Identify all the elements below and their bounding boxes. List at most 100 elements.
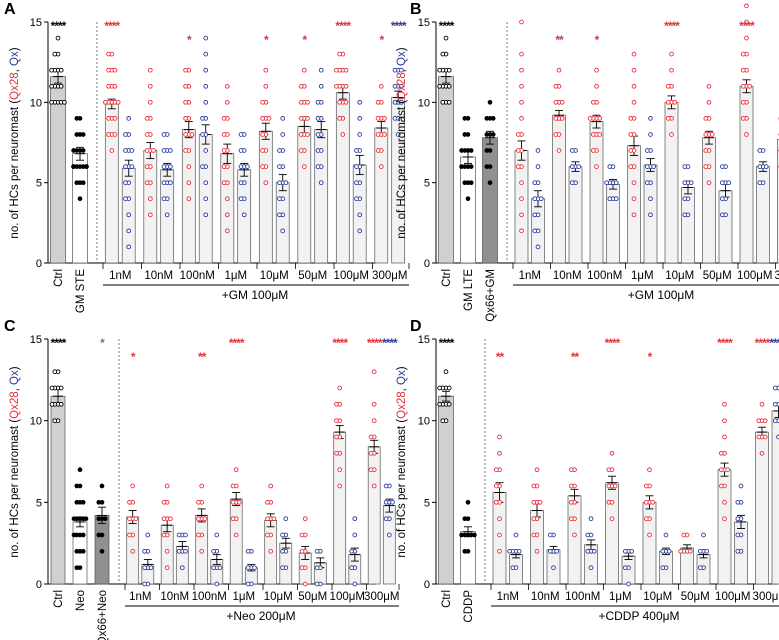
- significance-stars: *: [100, 336, 105, 350]
- data-point: [129, 164, 135, 169]
- group-3: **** 1μM: [603, 336, 636, 603]
- data-point: [357, 99, 363, 105]
- data-point: [740, 67, 746, 73]
- data-point: [74, 499, 80, 505]
- data-point: [644, 180, 650, 186]
- ylabel-suffix: ): [396, 47, 408, 51]
- data-point: [337, 385, 343, 391]
- data-point: [142, 565, 147, 571]
- ylabel-prefix: no. of HCs per neuromast (: [9, 419, 21, 558]
- data-point: [183, 548, 188, 554]
- data-point: [484, 116, 490, 121]
- data-point: [71, 516, 77, 522]
- data-point: [740, 99, 746, 105]
- data-point: [487, 99, 493, 105]
- qx-significance-stars: *****: [769, 336, 779, 350]
- group-label: 100μM: [737, 270, 772, 282]
- treatment-label: +GM 100μM: [628, 288, 695, 302]
- data-point: [357, 116, 363, 121]
- data-point: [651, 164, 657, 169]
- data-point: [626, 581, 631, 587]
- data-point: [660, 548, 666, 554]
- data-point: [299, 548, 305, 554]
- data-point: [318, 180, 324, 186]
- data-point: [399, 99, 404, 105]
- reference-bar: [460, 531, 476, 585]
- data-point: [446, 67, 452, 73]
- data-point: [468, 164, 474, 169]
- data-point: [590, 99, 596, 105]
- data-point: [551, 565, 556, 571]
- data-point: [200, 132, 205, 137]
- data-point: [334, 401, 339, 407]
- data-point: [553, 132, 559, 137]
- data-point: [697, 548, 703, 554]
- data-point: [462, 132, 468, 137]
- data-point: [531, 516, 537, 522]
- data-point: [772, 385, 778, 391]
- qx28-bar: [552, 114, 566, 264]
- treatment-label: +Neo 200μM: [226, 609, 295, 623]
- group-1: 10nM: [528, 467, 561, 603]
- group-label: 100nM: [565, 591, 600, 603]
- data-point: [628, 116, 634, 121]
- data-point: [399, 67, 404, 73]
- data-point: [277, 212, 282, 218]
- data-point: [631, 212, 637, 218]
- data-point: [672, 99, 678, 105]
- group-4: **** 10μM: [662, 19, 695, 282]
- qx28-significance-stars: **: [555, 33, 564, 47]
- data-point: [126, 244, 132, 250]
- data-point: [161, 532, 167, 538]
- data-point: [383, 516, 389, 522]
- data-point: [648, 212, 653, 218]
- data-point: [126, 228, 132, 234]
- data-point: [375, 132, 381, 137]
- data-point: [245, 164, 250, 169]
- group-label: 10nM: [160, 591, 189, 603]
- data-point: [547, 532, 553, 538]
- group-label: 1μM: [224, 270, 247, 282]
- data-point: [183, 67, 188, 73]
- data-point: [535, 164, 541, 169]
- data-point: [106, 83, 111, 89]
- data-point: [390, 499, 395, 505]
- data-point: [280, 116, 286, 121]
- data-point: [706, 180, 712, 186]
- data-point: [532, 196, 538, 202]
- group-label: 100μM: [330, 591, 365, 603]
- data-point: [337, 116, 342, 121]
- data-point: [493, 467, 499, 473]
- qx28-bar: [702, 137, 716, 264]
- data-point: [554, 548, 560, 554]
- data-point: [147, 83, 153, 89]
- reference-label: CDDP: [463, 590, 475, 623]
- data-point: [144, 180, 150, 186]
- data-point: [368, 450, 374, 456]
- data-point: [437, 385, 442, 391]
- data-point: [538, 196, 544, 202]
- group-label: 300μM: [775, 270, 779, 282]
- data-point: [164, 565, 170, 571]
- y-tick-label: 0: [36, 258, 42, 270]
- ylabel-qx28: Qx28: [9, 72, 21, 100]
- data-point: [337, 99, 342, 105]
- data-point: [648, 132, 653, 137]
- data-point: [106, 116, 111, 121]
- data-point: [112, 83, 118, 89]
- data-point: [697, 565, 703, 571]
- data-point: [145, 532, 151, 538]
- data-point: [77, 467, 83, 473]
- y-axis-label: no. of HCs per neuromast (Qx28, Qx): [9, 366, 21, 557]
- data-point: [241, 212, 247, 218]
- data-point: [238, 148, 244, 153]
- data-point: [497, 434, 502, 440]
- data-point: [648, 116, 653, 121]
- data-point: [168, 516, 173, 522]
- data-point: [144, 164, 150, 169]
- group-2: * 100nM: [179, 33, 215, 282]
- data-point: [211, 565, 216, 571]
- data-point: [437, 67, 442, 73]
- data-point: [123, 164, 128, 169]
